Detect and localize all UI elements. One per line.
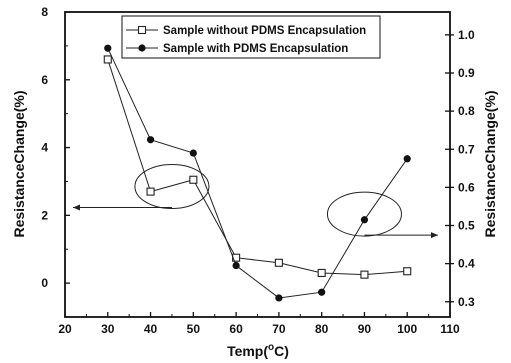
data-point-circle [232,261,240,270]
data-point-square [360,270,369,279]
annotation-arrow-head [73,204,80,211]
x-tick-label: 60 [229,322,243,336]
x-axis-ticks: 20 30 40 50 60 70 80 90 100 110 [58,312,460,336]
x-tick-label: 30 [101,322,115,336]
x-tick-label: 110 [440,322,460,336]
series-line-1 [107,48,408,299]
y2-tick-label: 1.0 [458,28,475,42]
y-tick-label: 0 [41,276,48,290]
data-point-circle [318,288,326,296]
y2-tick-label: 0.3 [458,295,475,309]
series-layer [103,44,412,302]
data-point-square [146,187,155,196]
data-point-square [103,55,112,64]
legend-box [121,15,381,59]
data-point-circle [360,216,369,224]
y2-tick-label: 0.5 [458,219,475,233]
annotations [73,164,438,239]
annotation-ellipse [134,164,210,210]
y2-tick-label: 0.7 [458,142,475,156]
data-point-square [403,267,412,276]
y-tick-label: 4 [41,141,48,155]
x-tick-label: 70 [272,322,286,336]
annotation-ellipse [326,191,402,237]
y-tick-label: 8 [41,5,48,19]
y2-tick-label: 0.8 [458,104,475,118]
data-point-circle [104,44,112,52]
data-point-square [317,268,326,277]
y2-tick-label: 0.6 [458,180,475,194]
x-tick-label: 100 [397,322,417,336]
legend-label-with: Sample with PDMS Encapsulation [163,43,348,55]
y-axis-title: ResistanceChange(%) [11,90,27,237]
y2-axis-title: ResistanceChange(%) [482,90,498,237]
x-tick-label: 50 [187,322,201,336]
data-point-circle [403,155,411,163]
data-point-square [189,175,198,184]
y-tick-label: 6 [41,73,48,87]
x-tick-label: 20 [58,322,72,336]
x-axis-title: Temp(oC) [227,342,289,359]
y2-tick-label: 0.9 [458,66,475,80]
x-tick-label: 40 [144,322,158,336]
data-point-circle [146,136,155,144]
legend-label-without: Sample without PDMS Encapsulation [163,25,366,37]
legend-marker-without [137,25,147,35]
y2-tick-label: 0.4 [458,257,475,271]
y2-axis-ticks: 0.3 0.4 0.5 0.6 0.7 0.8 0.9 1.0 [445,28,475,309]
x-tick-label: 90 [358,322,372,336]
x-tick-label: 80 [315,322,329,336]
legend-marker-with [138,44,146,52]
legend: Sample without PDMS Encapsulation Sample… [121,15,381,59]
series-line-0 [107,59,408,276]
annotation-arrow-head [431,232,438,239]
y-axis-ticks: 0 2 4 6 8 [41,5,70,318]
data-point-circle [189,149,197,157]
y-tick-label: 2 [41,208,48,222]
data-point-square [274,258,283,267]
data-point-circle [275,294,283,302]
